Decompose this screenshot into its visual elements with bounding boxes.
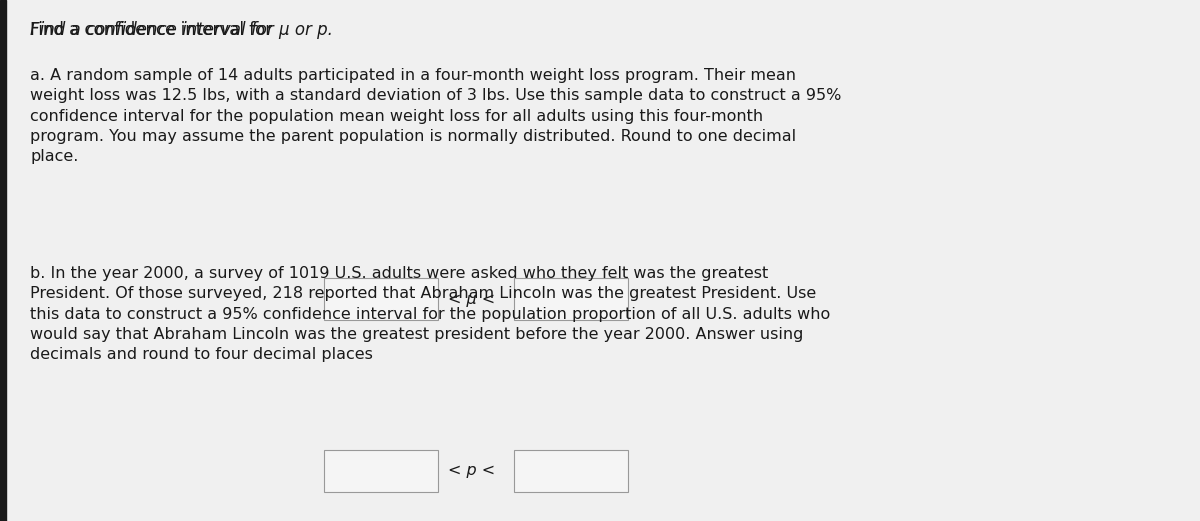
- Text: < p <: < p <: [448, 464, 494, 478]
- FancyBboxPatch shape: [324, 450, 438, 492]
- FancyBboxPatch shape: [514, 278, 628, 320]
- Bar: [0, 0, 6, 521]
- FancyBboxPatch shape: [514, 450, 628, 492]
- Text: a. A random sample of 14 adults participated in a four-month weight loss program: a. A random sample of 14 adults particip…: [30, 68, 841, 164]
- Text: Find a confidence interval for: Find a confidence interval for: [30, 21, 277, 39]
- Text: < μ <: < μ <: [448, 292, 494, 306]
- Text: b. In the year 2000, a survey of 1019 U.S. adults were asked who they felt was t: b. In the year 2000, a survey of 1019 U.…: [30, 266, 830, 362]
- FancyBboxPatch shape: [324, 278, 438, 320]
- Text: Find a confidence interval for μ or p.: Find a confidence interval for μ or p.: [30, 21, 332, 39]
